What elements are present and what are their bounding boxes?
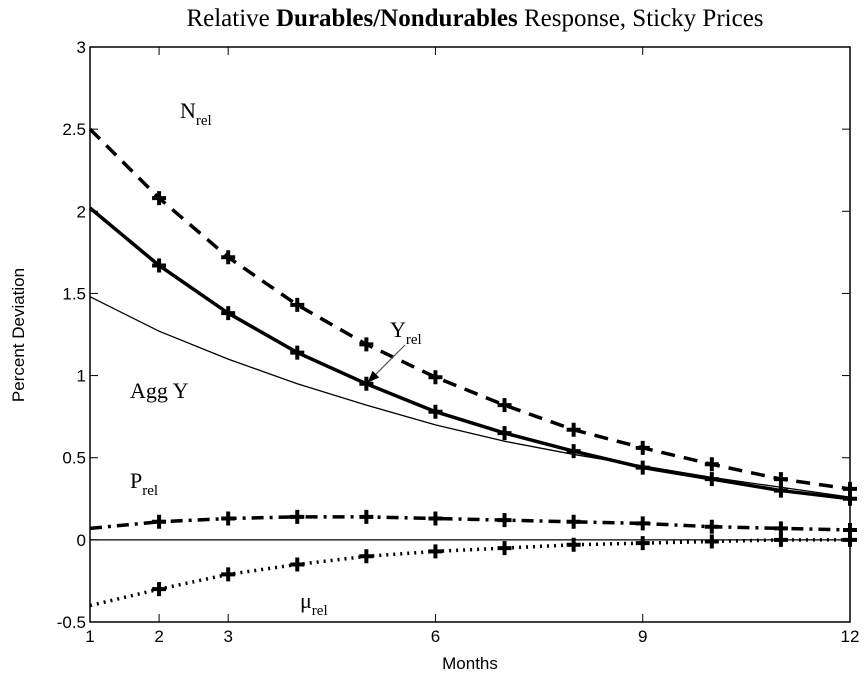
series-line	[88, 206, 851, 501]
y-axis-label: Percent Deviation	[9, 268, 28, 402]
point-marker	[635, 536, 650, 551]
series-label: μrel	[300, 588, 328, 619]
point-marker	[843, 491, 857, 506]
y-tick-label: 3	[77, 38, 86, 57]
point-marker	[566, 444, 581, 459]
series-line	[89, 515, 851, 532]
point-marker	[566, 537, 581, 552]
x-axis-label: Months	[442, 654, 498, 673]
y-tick-label: 2.5	[62, 120, 86, 139]
point-marker	[566, 422, 581, 437]
x-tick-label: 3	[223, 627, 232, 646]
point-marker	[635, 440, 650, 455]
y-tick-label: -0.5	[57, 613, 86, 632]
point-marker	[497, 426, 512, 441]
point-marker	[704, 519, 719, 534]
series-label: Agg Y	[130, 378, 189, 403]
point-marker	[359, 549, 374, 564]
point-marker	[843, 532, 857, 547]
point-marker	[221, 511, 236, 526]
point-marker	[152, 191, 167, 206]
point-marker	[152, 514, 167, 529]
point-marker	[704, 457, 719, 472]
series-name: Agg Y	[130, 378, 189, 403]
x-tick-label: 1	[85, 627, 94, 646]
title-part: Durables/Nondurables	[276, 5, 518, 32]
point-marker	[152, 258, 167, 273]
series-subscript: rel	[312, 603, 328, 619]
point-marker	[497, 541, 512, 556]
x-tick-label: 9	[638, 627, 647, 646]
y-tick-label: 1	[77, 367, 86, 386]
point-marker	[428, 404, 443, 419]
point-marker	[290, 297, 305, 312]
series-subscript: rel	[196, 113, 212, 129]
series-label: Nrel	[180, 98, 212, 129]
point-marker	[359, 509, 374, 524]
chart-title: Relative Durables/Nondurables Response, …	[186, 5, 763, 32]
point-marker	[566, 514, 581, 529]
plot-frame	[89, 46, 851, 623]
point-marker	[704, 534, 719, 549]
point-marker	[428, 544, 443, 559]
series-subscript: rel	[142, 483, 158, 499]
point-marker	[428, 511, 443, 526]
series-line	[88, 127, 851, 491]
point-marker	[221, 567, 236, 582]
series-name: P	[130, 468, 142, 493]
y-tick-label: 2	[77, 202, 86, 221]
x-tick-label: 2	[154, 627, 163, 646]
point-marker	[290, 557, 305, 572]
series-subscript: rel	[406, 332, 422, 348]
point-marker	[497, 513, 512, 528]
point-marker	[704, 472, 719, 487]
point-marker	[221, 250, 236, 265]
point-marker	[497, 398, 512, 413]
point-marker	[635, 516, 650, 531]
series-name: μ	[300, 588, 312, 613]
title-part: Response, Sticky Prices	[524, 5, 764, 32]
point-marker	[290, 509, 305, 524]
point-marker	[773, 483, 788, 498]
point-marker	[359, 376, 374, 391]
x-tick-label: 12	[841, 627, 860, 646]
y-tick-label: 0	[77, 531, 86, 550]
series-name: N	[180, 98, 196, 123]
point-marker	[152, 582, 167, 597]
y-tick-label: 1.5	[62, 284, 86, 303]
point-marker	[359, 337, 374, 352]
title-part: Relative	[186, 5, 269, 32]
point-marker	[221, 306, 236, 321]
point-marker	[290, 345, 305, 360]
series-label: Prel	[130, 468, 158, 499]
y-tick-label: 0.5	[62, 449, 86, 468]
series-line	[89, 296, 851, 498]
annotation-arrow	[367, 344, 406, 383]
point-marker	[635, 460, 650, 475]
series-name: Y	[390, 317, 406, 342]
x-tick-label: 6	[431, 627, 440, 646]
series-label: Yrel	[390, 317, 422, 348]
point-marker	[428, 370, 443, 385]
point-marker	[773, 532, 788, 547]
series-line	[89, 538, 850, 608]
